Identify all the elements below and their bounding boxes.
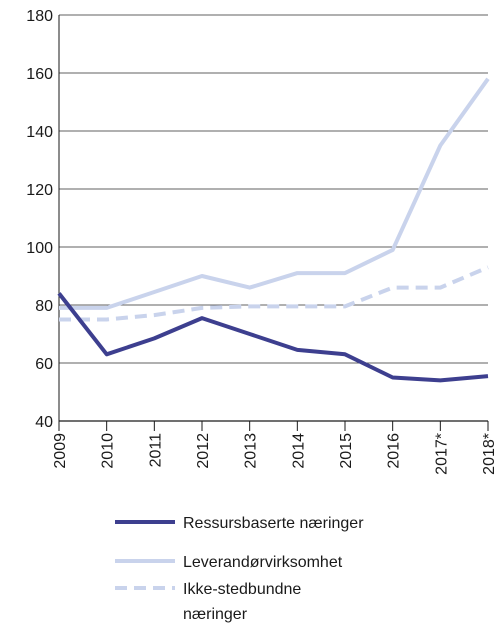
x-tick-label: 2017* [433,433,450,475]
x-tick-label: 2009 [52,433,69,469]
legend: Ressursbaserte næringer Leverandørvirksom… [115,515,364,623]
y-tick-label: 60 [35,356,53,373]
x-tick-label: 2011 [147,433,164,468]
y-tick-label: 100 [26,240,53,257]
y-tick-label: 40 [35,414,53,431]
y-tick-label: 120 [26,182,53,199]
x-tick-label: 2016 [386,433,403,469]
legend-label-2: næringer [183,606,248,623]
series-lines [57,77,490,383]
series-line-0 [57,292,489,383]
x-tick-label: 2013 [243,433,260,469]
y-tick-label: 80 [35,298,53,315]
y-axis-ticks: 40 60 80 100 120 140 160 180 [26,8,53,431]
y-tick-label: 180 [26,8,53,25]
y-tick-label: 160 [26,66,53,83]
x-tick-label: 2015 [338,433,355,469]
x-tick-label: 2018* [481,433,498,475]
legend-label-0: Ressursbaserte næringer [183,515,364,532]
x-axis-ticks: 2009 2010 2011 2012 2013 2014 2015 2016 2017* 201… [52,421,498,475]
gridlines [58,14,488,431]
legend-label-1: Leverandørvirksomhet [183,554,343,571]
x-tick-label: 2012 [195,433,212,469]
x-tick-label: 2014 [290,433,307,469]
legend-label-2: Ikke-stedbundne [183,581,301,598]
y-tick-label: 140 [26,124,53,141]
series-line-2 [59,265,489,322]
series-line-1 [59,77,490,310]
x-tick-label: 2010 [100,433,117,469]
